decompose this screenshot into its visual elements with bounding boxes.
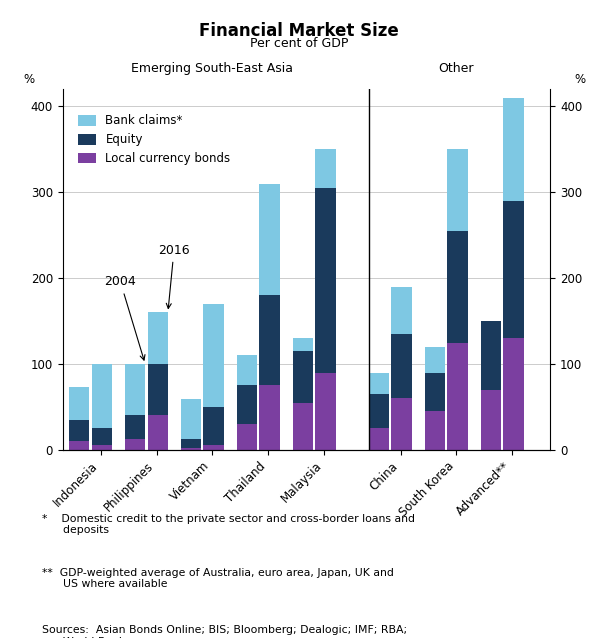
Text: %: % bbox=[575, 73, 585, 85]
Bar bbox=[315, 188, 335, 373]
Legend: Bank claims*, Equity, Local currency bonds: Bank claims*, Equity, Local currency bon… bbox=[74, 110, 235, 170]
Bar bbox=[69, 420, 89, 441]
Bar bbox=[203, 407, 224, 445]
Bar bbox=[125, 364, 145, 415]
Bar bbox=[315, 373, 335, 450]
Text: Emerging South-East Asia: Emerging South-East Asia bbox=[132, 62, 294, 75]
Bar bbox=[504, 98, 524, 201]
Bar bbox=[292, 403, 313, 450]
Bar bbox=[181, 440, 201, 448]
Bar bbox=[392, 334, 412, 398]
Bar bbox=[292, 351, 313, 403]
Bar bbox=[504, 201, 524, 338]
Bar bbox=[292, 338, 313, 351]
Bar bbox=[425, 411, 445, 450]
Text: *    Domestic credit to the private sector and cross-border loans and
      depo: * Domestic credit to the private sector … bbox=[42, 514, 415, 535]
Text: 2004: 2004 bbox=[105, 276, 145, 360]
Bar bbox=[69, 441, 89, 450]
Bar bbox=[148, 415, 168, 450]
Bar bbox=[203, 445, 224, 450]
Bar bbox=[203, 304, 224, 407]
Bar bbox=[148, 313, 168, 364]
Bar bbox=[425, 347, 445, 373]
Bar bbox=[91, 364, 112, 428]
Bar bbox=[260, 295, 280, 385]
Bar bbox=[125, 440, 145, 450]
Text: **  GDP-weighted average of Australia, euro area, Japan, UK and
      US where a: ** GDP-weighted average of Australia, eu… bbox=[42, 568, 393, 590]
Bar bbox=[237, 355, 257, 385]
Bar bbox=[447, 343, 468, 450]
Text: Sources:  Asian Bonds Online; BIS; Bloomberg; Dealogic; IMF; RBA;
      World Ba: Sources: Asian Bonds Online; BIS; Bloomb… bbox=[42, 625, 407, 638]
Bar bbox=[315, 149, 335, 188]
Bar bbox=[392, 286, 412, 334]
Bar bbox=[91, 445, 112, 450]
Text: Financial Market Size: Financial Market Size bbox=[199, 22, 399, 40]
Bar bbox=[447, 231, 468, 343]
Bar bbox=[260, 385, 280, 450]
Bar bbox=[125, 415, 145, 440]
Bar bbox=[369, 394, 389, 428]
Text: %: % bbox=[24, 73, 35, 85]
Bar bbox=[504, 338, 524, 450]
Text: Per cent of GDP: Per cent of GDP bbox=[250, 37, 348, 50]
Text: Other: Other bbox=[439, 62, 474, 75]
Bar bbox=[481, 390, 501, 450]
Bar bbox=[369, 373, 389, 394]
Bar bbox=[447, 149, 468, 231]
Bar bbox=[91, 428, 112, 445]
Bar bbox=[237, 385, 257, 424]
Bar bbox=[392, 398, 412, 450]
Bar bbox=[69, 387, 89, 420]
Bar bbox=[237, 424, 257, 450]
Bar bbox=[425, 373, 445, 411]
Bar bbox=[481, 321, 501, 390]
Bar bbox=[181, 448, 201, 450]
Bar bbox=[369, 428, 389, 450]
Bar bbox=[181, 399, 201, 440]
Bar bbox=[148, 364, 168, 415]
Text: 2016: 2016 bbox=[158, 244, 190, 308]
Bar bbox=[260, 184, 280, 295]
